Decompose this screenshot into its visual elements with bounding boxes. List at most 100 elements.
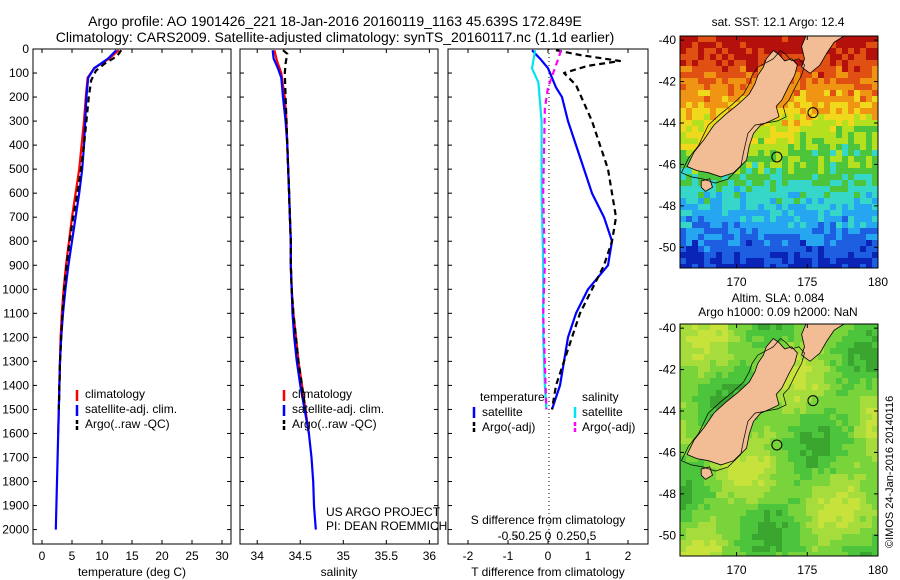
- heatmap-cell: [758, 258, 764, 264]
- heatmap-cell: [692, 180, 698, 186]
- heatmap-cell: [716, 174, 722, 180]
- heatmap-cell: [836, 180, 842, 186]
- heatmap-cell: [680, 444, 686, 450]
- heatmap-cell: [698, 348, 704, 354]
- heatmap-cell: [764, 342, 770, 348]
- heatmap-cell: [836, 186, 842, 192]
- heatmap-cell: [746, 444, 752, 450]
- sla-map-title: Altim. SLA: 0.084: [732, 291, 825, 305]
- heatmap-cell: [782, 408, 788, 414]
- heatmap-cell: [782, 48, 788, 54]
- heatmap-cell: [698, 480, 704, 486]
- heatmap-cell: [752, 540, 758, 546]
- heatmap-cell: [710, 402, 716, 408]
- heatmap-cell: [692, 126, 698, 132]
- heatmap-cell: [848, 168, 854, 174]
- heatmap-cell: [776, 474, 782, 480]
- heatmap-cell: [722, 522, 728, 528]
- heatmap-cell: [722, 510, 728, 516]
- heatmap-cell: [698, 504, 704, 510]
- heatmap-cell: [824, 96, 830, 102]
- heatmap-cell: [860, 144, 866, 150]
- heatmap-cell: [872, 114, 878, 120]
- heatmap-cell: [722, 222, 728, 228]
- heatmap-cell: [698, 372, 704, 378]
- heatmap-cell: [716, 468, 722, 474]
- heatmap-cell: [824, 372, 830, 378]
- heatmap-cell: [872, 180, 878, 186]
- heatmap-cell: [686, 528, 692, 534]
- heatmap-cell: [764, 240, 770, 246]
- heatmap-cell: [770, 420, 776, 426]
- heatmap-cell: [794, 504, 800, 510]
- heatmap-cell: [722, 246, 728, 252]
- heatmap-cell: [860, 156, 866, 162]
- heatmap-cell: [770, 522, 776, 528]
- heatmap-cell: [836, 414, 842, 420]
- heatmap-cell: [824, 360, 830, 366]
- heatmap-cell: [854, 84, 860, 90]
- heatmap-cell: [740, 516, 746, 522]
- stewart-island-landmass: [700, 466, 713, 480]
- heatmap-cell: [812, 468, 818, 474]
- heatmap-cell: [848, 162, 854, 168]
- heatmap-cell: [680, 528, 686, 534]
- lon-tick-label: 175: [797, 275, 817, 289]
- depth-tick-label: 400: [9, 138, 29, 152]
- heatmap-cell: [866, 522, 872, 528]
- heatmap-cell: [758, 156, 764, 162]
- heatmap-cell: [728, 210, 734, 216]
- heatmap-cell: [800, 426, 806, 432]
- heatmap-cell: [854, 48, 860, 54]
- heatmap-cell: [776, 516, 782, 522]
- heatmap-cell: [818, 474, 824, 480]
- heatmap-cell: [812, 204, 818, 210]
- heatmap-cell: [758, 330, 764, 336]
- heatmap-cell: [800, 264, 806, 268]
- x-tick-label: 20: [155, 549, 169, 563]
- heatmap-cell: [824, 102, 830, 108]
- heatmap-cell: [752, 336, 758, 342]
- heatmap-cell: [692, 552, 698, 556]
- heatmap-cell: [758, 522, 764, 528]
- heatmap-cell: [746, 186, 752, 192]
- heatmap-cell: [764, 186, 770, 192]
- heatmap-cell: [722, 366, 728, 372]
- heatmap-cell: [848, 546, 854, 552]
- heatmap-cell: [734, 210, 740, 216]
- heatmap-cell: [698, 516, 704, 522]
- heatmap-cell: [848, 486, 854, 492]
- heatmap-cell: [794, 162, 800, 168]
- heatmap-cell: [800, 258, 806, 264]
- heatmap-cell: [824, 264, 830, 268]
- heatmap-cell: [806, 108, 812, 114]
- heatmap-cell: [782, 198, 788, 204]
- heatmap-cell: [800, 414, 806, 420]
- heatmap-cell: [788, 258, 794, 264]
- heatmap-cell: [704, 48, 710, 54]
- heatmap-cell: [680, 378, 686, 384]
- heatmap-cell: [782, 150, 788, 156]
- heatmap-cell: [824, 186, 830, 192]
- heatmap-cell: [734, 456, 740, 462]
- heatmap-cell: [812, 444, 818, 450]
- heatmap-cell: [704, 402, 710, 408]
- heatmap-cell: [788, 324, 794, 330]
- heatmap-cell: [734, 360, 740, 366]
- heatmap-cell: [836, 144, 842, 150]
- heatmap-cell: [782, 36, 788, 42]
- heatmap-cell: [692, 234, 698, 240]
- heatmap-cell: [806, 216, 812, 222]
- heatmap-cell: [848, 468, 854, 474]
- heatmap-cell: [836, 462, 842, 468]
- heatmap-cell: [830, 108, 836, 114]
- legend-label: climatology: [292, 387, 352, 401]
- heatmap-cell: [872, 126, 878, 132]
- heatmap-cell: [698, 546, 704, 552]
- heatmap-cell: [812, 174, 818, 180]
- heatmap-cell: [746, 510, 752, 516]
- heatmap-cell: [716, 84, 722, 90]
- heatmap-cell: [752, 180, 758, 186]
- heatmap-cell: [806, 84, 812, 90]
- heatmap-cell: [680, 198, 686, 204]
